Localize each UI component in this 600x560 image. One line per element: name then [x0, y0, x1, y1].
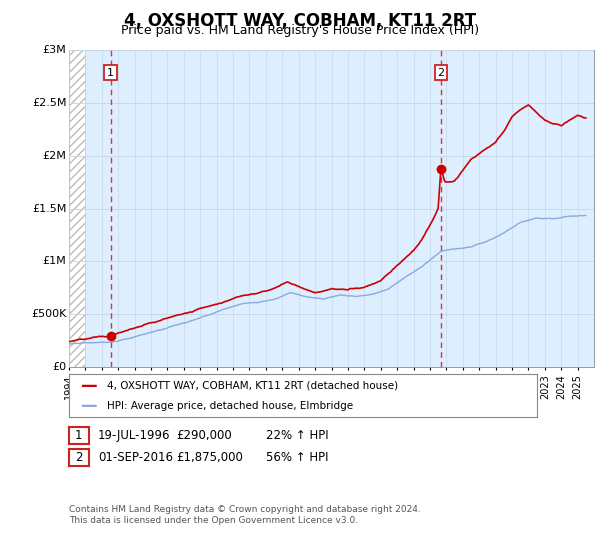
Text: 1: 1	[107, 68, 114, 77]
Text: Price paid vs. HM Land Registry's House Price Index (HPI): Price paid vs. HM Land Registry's House …	[121, 24, 479, 36]
Text: HPI: Average price, detached house, Elmbridge: HPI: Average price, detached house, Elmb…	[107, 402, 353, 411]
Text: 01-SEP-2016: 01-SEP-2016	[98, 451, 173, 464]
Text: £290,000: £290,000	[176, 428, 232, 442]
Text: 19-JUL-1996: 19-JUL-1996	[98, 428, 170, 442]
Text: —: —	[80, 397, 97, 416]
Text: £3M: £3M	[43, 45, 67, 55]
Text: 1: 1	[75, 428, 83, 442]
Text: 4, OXSHOTT WAY, COBHAM, KT11 2RT: 4, OXSHOTT WAY, COBHAM, KT11 2RT	[124, 12, 476, 30]
Text: 4, OXSHOTT WAY, COBHAM, KT11 2RT (detached house): 4, OXSHOTT WAY, COBHAM, KT11 2RT (detach…	[107, 381, 398, 391]
Text: £2.5M: £2.5M	[32, 98, 67, 108]
Text: £1M: £1M	[43, 256, 67, 267]
Text: Contains HM Land Registry data © Crown copyright and database right 2024.
This d: Contains HM Land Registry data © Crown c…	[69, 505, 421, 525]
Text: —: —	[80, 377, 97, 395]
Text: £1,875,000: £1,875,000	[176, 451, 242, 464]
Text: £2M: £2M	[43, 151, 67, 161]
Text: £1.5M: £1.5M	[32, 204, 67, 213]
Text: £0: £0	[52, 362, 67, 372]
Bar	[69, 50, 85, 367]
Text: 22% ↑ HPI: 22% ↑ HPI	[266, 428, 328, 442]
Text: 2: 2	[437, 68, 445, 77]
Bar	[69, 50, 85, 367]
Text: 2: 2	[75, 451, 83, 464]
Text: 56% ↑ HPI: 56% ↑ HPI	[266, 451, 328, 464]
Text: £500K: £500K	[31, 309, 67, 319]
